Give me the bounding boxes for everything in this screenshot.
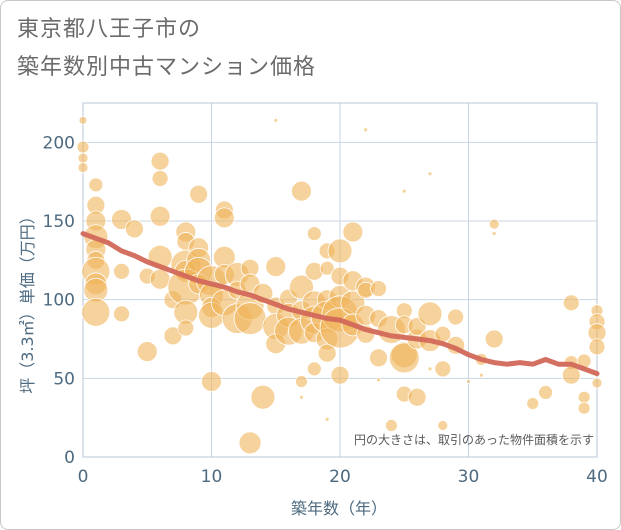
bubble-point (149, 205, 171, 227)
bubble-point (327, 238, 353, 264)
bubble-point (342, 221, 364, 243)
bubble-point (488, 218, 500, 230)
bubble-point (201, 371, 222, 392)
chart-title-line-2: 築年数別中古マンション価格 (17, 55, 317, 80)
plot-area (82, 102, 598, 458)
bubble-point (484, 329, 504, 349)
bubble-point (238, 431, 262, 455)
bubble-point (306, 226, 322, 241)
bubble-point (250, 384, 276, 410)
bubble-point (369, 348, 388, 368)
bubble-point (265, 256, 287, 278)
bubble-point (526, 397, 540, 410)
bubble-point (363, 127, 369, 133)
x-tick-label: 30 (458, 467, 480, 487)
bubble-point (113, 262, 130, 280)
bubble-point (177, 319, 195, 337)
x-tick-label: 20 (329, 467, 351, 487)
y-axis-label: 坪（3.3㎡）単価（万円） (18, 208, 37, 393)
x-axis-label: 築年数（年） (291, 499, 387, 518)
bubble-point (124, 219, 144, 239)
bubble-point (466, 379, 471, 384)
x-tick-label: 40 (586, 467, 608, 487)
bubble-point (213, 207, 235, 229)
bubble-point (189, 184, 209, 204)
bubble-point (447, 308, 465, 326)
bubble-point (427, 171, 433, 177)
bubble-point (295, 375, 308, 388)
bubble-point (81, 297, 111, 327)
trend-line (80, 231, 600, 377)
y-axis-ticks: 0 50 100 150 200 (43, 133, 75, 468)
bubble-point (427, 366, 433, 372)
x-tick-label: 10 (201, 467, 223, 487)
bubble-point (77, 152, 89, 164)
size-note: 円の大きさは、取引のあった物件面積を示す (354, 432, 594, 447)
bubble-point (577, 390, 591, 404)
bubble-point (150, 151, 170, 171)
bubble-layer (76, 115, 607, 455)
bubble-point (562, 294, 580, 312)
chart-title: 東京都八王子市の 築年数別中古マンション価格 (17, 11, 316, 87)
bubble-point (306, 361, 322, 377)
bubble-point (317, 343, 337, 363)
x-axis-ticks: 0 10 20 30 40 (78, 467, 608, 487)
bubble-point (149, 268, 171, 290)
bubble-point (163, 326, 183, 346)
bubble-point (588, 338, 606, 356)
bubble-point (407, 387, 427, 407)
y-tick-label: 150 (43, 212, 75, 232)
bubble-point (376, 377, 381, 383)
chart-title-line-1: 東京都八王子市の (17, 17, 202, 42)
bubble-point (388, 342, 420, 374)
bubble-point (434, 360, 452, 378)
bubble-point (478, 372, 484, 378)
bubble-point (437, 420, 449, 431)
bubble-point (384, 419, 398, 432)
bubble-point (330, 365, 350, 385)
y-tick-label: 200 (43, 133, 75, 153)
bubble-point (151, 170, 169, 187)
bubble-point (591, 377, 603, 389)
bubble-point (324, 416, 330, 422)
bubble-point (577, 401, 591, 415)
y-tick-label: 100 (43, 291, 75, 311)
bubble-point (491, 231, 497, 236)
bubble-point (538, 385, 553, 400)
bubble-point (113, 305, 130, 323)
bubble-point (417, 301, 443, 327)
x-tick-label: 0 (78, 467, 89, 487)
bubble-point (401, 188, 407, 194)
bubble-point (273, 117, 279, 123)
bubble-point (233, 302, 267, 335)
bubble-point (76, 140, 90, 154)
bubble-point (319, 260, 335, 276)
bubble-point (88, 177, 104, 193)
bubble-point (370, 280, 387, 298)
y-tick-label: 0 (64, 448, 75, 468)
y-tick-label: 50 (53, 369, 75, 389)
bubble-point (136, 341, 158, 362)
bubble-point (291, 180, 312, 202)
bubble-point (77, 162, 89, 173)
bubble-point (78, 115, 88, 125)
bubble-point (299, 394, 304, 400)
